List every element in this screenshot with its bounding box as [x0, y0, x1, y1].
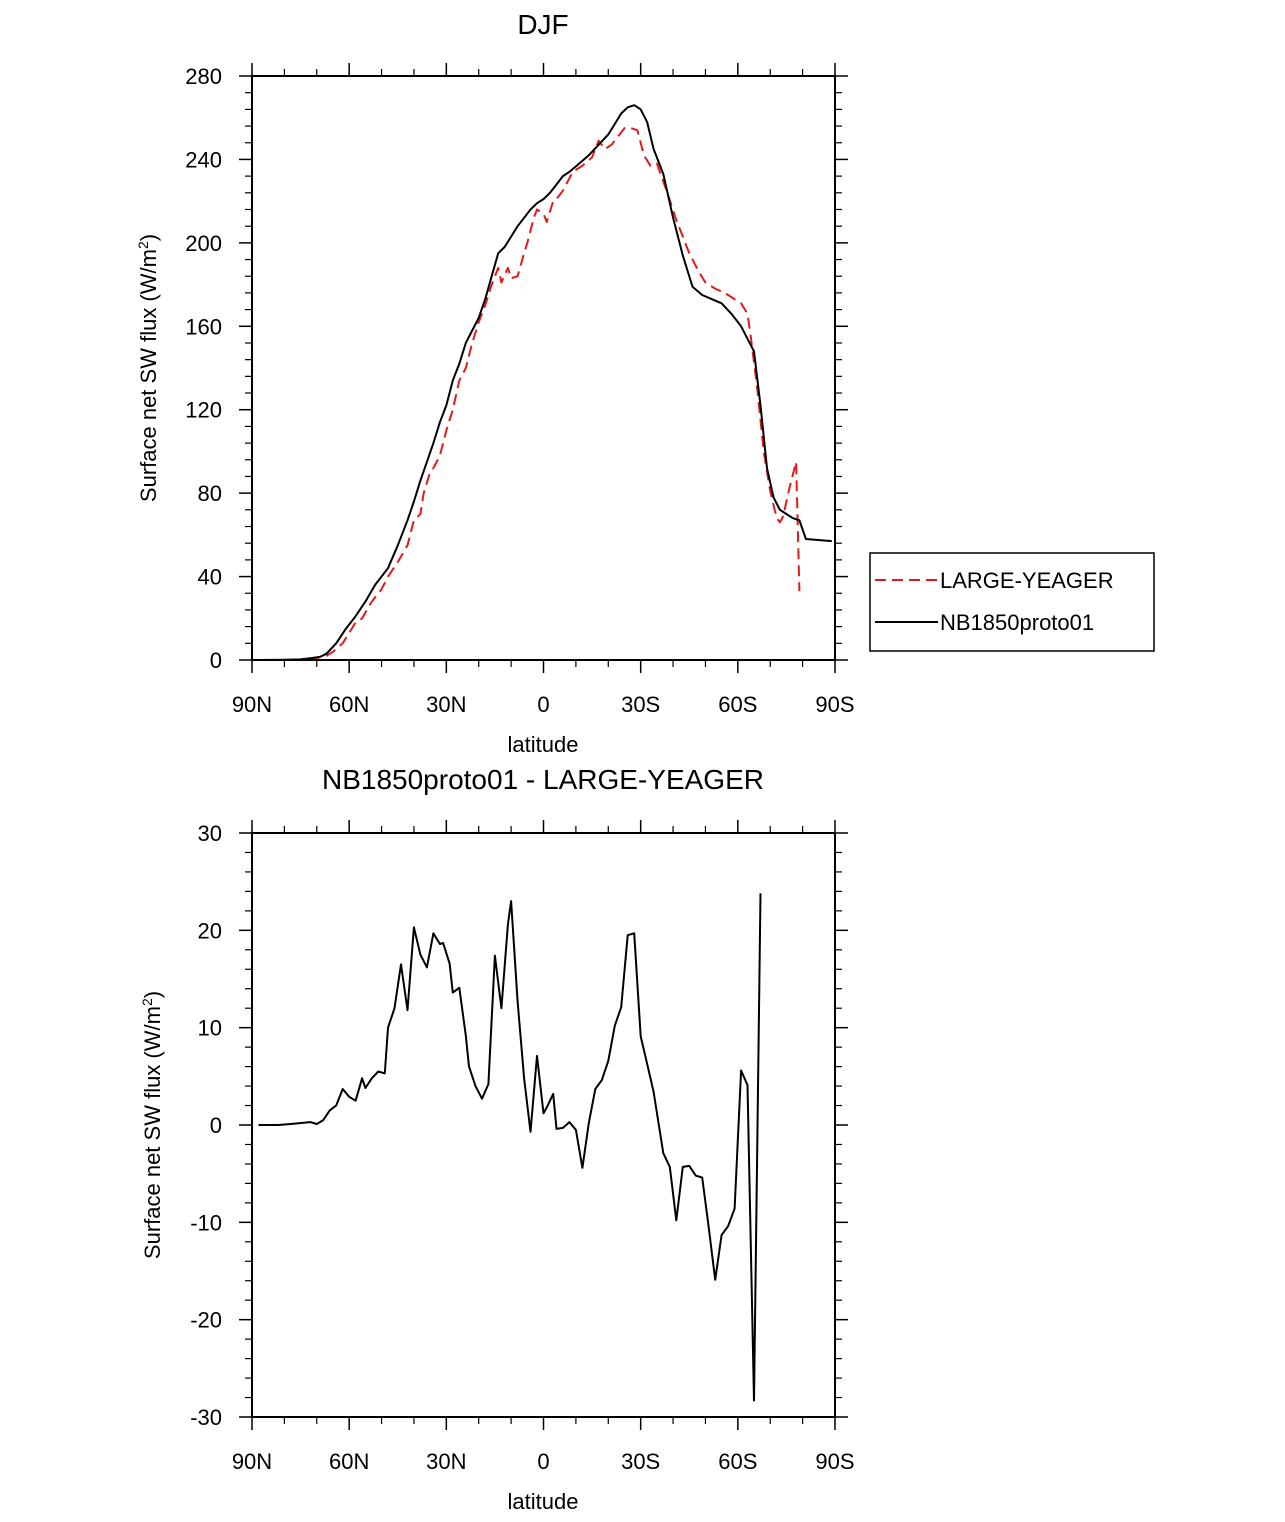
y-tick-label: 0: [210, 1113, 222, 1138]
x-tick-label: 90S: [815, 692, 854, 717]
y-tick-label: 200: [185, 231, 222, 256]
y-tick-label: 280: [185, 64, 222, 89]
x-tick-label: 60S: [718, 692, 757, 717]
plot-frame: [251, 832, 836, 1418]
y-tick-label: 160: [185, 314, 222, 339]
plot-frame: [251, 75, 836, 661]
x-tick-label: 60N: [329, 1449, 369, 1474]
y-axis-label-text: Surface net SW flux (W/m: [136, 249, 161, 502]
x-tick-label: 90N: [232, 1449, 272, 1474]
x-tick-label: 30N: [426, 1449, 466, 1474]
y-tick-label: 120: [185, 398, 222, 423]
legend-label-nb1850proto01: NB1850proto01: [940, 610, 1094, 635]
x-tick-label: 0: [537, 692, 549, 717]
x-axis-label: latitude: [508, 1489, 579, 1514]
chart-djf: DJF latitude Surface net SW flux (W/m2) …: [135, 9, 855, 757]
y-tick-label: 40: [198, 565, 222, 590]
series-line-nb1850proto01: [258, 104, 832, 661]
chart-difference: NB1850proto01 - LARGE-YEAGER latitude Su…: [139, 764, 855, 1514]
series-lines: [258, 893, 762, 1402]
axes: 90N 60N 30N 0 30S 60S 90S 0 40 80 120 160 200 240 280: [185, 63, 855, 717]
y-axis-label-text: Surface net SW flux (W/m: [140, 1006, 165, 1259]
y-tick-label: 20: [198, 918, 222, 943]
y-axis-label-superscript: 2: [139, 998, 155, 1006]
y-tick-label: -20: [190, 1308, 222, 1333]
series-line-difference: [258, 893, 762, 1402]
y-tick-label: 30: [198, 821, 222, 846]
y-tick-label: -10: [190, 1210, 222, 1235]
y-tick-label: 80: [198, 481, 222, 506]
x-tick-label: 90N: [232, 692, 272, 717]
y-axis-label-superscript: 2: [135, 241, 151, 249]
y-axis-label-close: ): [136, 234, 161, 241]
x-tick-label: 30N: [426, 692, 466, 717]
series-lines: [258, 104, 832, 661]
chart-title: NB1850proto01 - LARGE-YEAGER: [322, 764, 764, 795]
y-axis-label-close: ): [140, 991, 165, 998]
chart-title: DJF: [517, 9, 568, 40]
legend: LARGE-YEAGER NB1850proto01: [869, 552, 1155, 652]
x-axis-label: latitude: [508, 732, 579, 757]
y-tick-label: -30: [190, 1405, 222, 1430]
x-tick-label: 30S: [621, 692, 660, 717]
y-tick-label: 10: [198, 1016, 222, 1041]
y-tick-label: 240: [185, 147, 222, 172]
legend-box: [869, 552, 1155, 652]
x-tick-label: 30S: [621, 1449, 660, 1474]
series-line-large-yeager: [258, 127, 801, 661]
y-axis-label: Surface net SW flux (W/m2): [139, 991, 165, 1259]
x-tick-label: 0: [537, 1449, 549, 1474]
x-tick-label: 60N: [329, 692, 369, 717]
y-tick-label: 0: [210, 648, 222, 673]
x-tick-label: 90S: [815, 1449, 854, 1474]
x-tick-label: 60S: [718, 1449, 757, 1474]
legend-label-large-yeager: LARGE-YEAGER: [940, 568, 1114, 593]
axes: 90N 60N 30N 0 30S 60S 90S -30 -20 -10 0 10 20 30: [190, 820, 855, 1474]
y-axis-label: Surface net SW flux (W/m2): [135, 234, 161, 502]
